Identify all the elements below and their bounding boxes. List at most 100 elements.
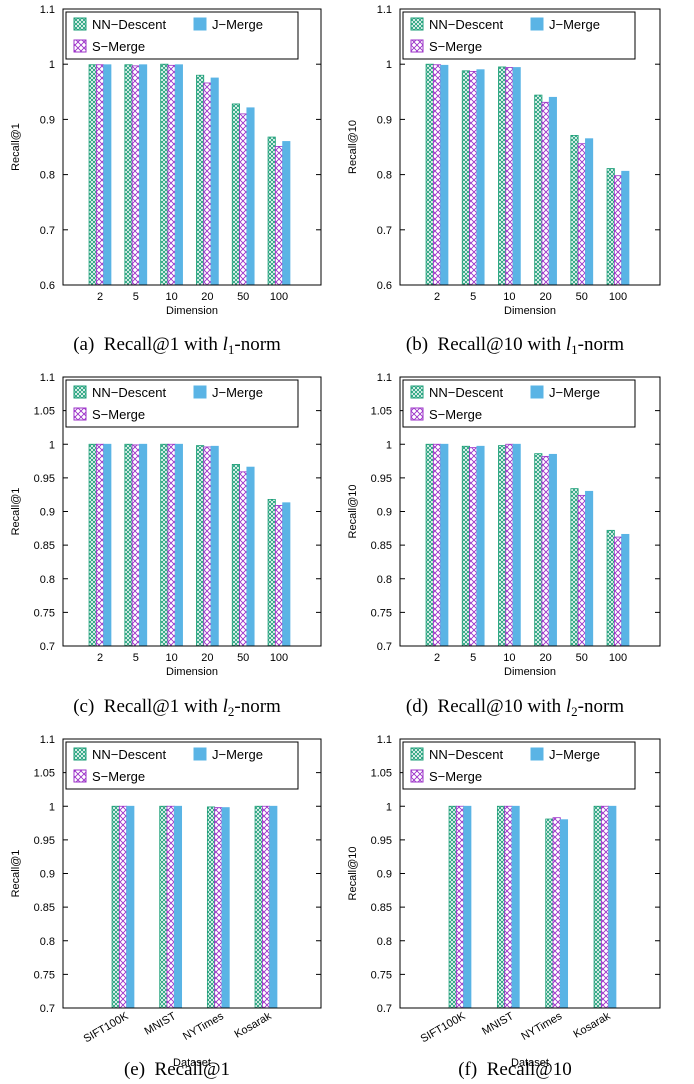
caption: (c) Recall@1 with l2-norm xyxy=(73,696,281,719)
legend-label-j: J−Merge xyxy=(549,385,600,400)
caption-sub: 1 xyxy=(571,342,578,357)
legend-label-j: J−Merge xyxy=(212,385,263,400)
bars-group xyxy=(425,443,630,647)
bar-j-2 xyxy=(103,64,112,286)
y-tick-label: 0.8 xyxy=(377,936,392,948)
bar-j-100 xyxy=(282,141,291,286)
y-tick-label: 0.7 xyxy=(377,1003,392,1015)
bar-j-20 xyxy=(548,453,557,647)
caption-tail: -norm xyxy=(578,696,625,717)
bar-nn-MNIST xyxy=(159,805,168,1009)
caption-label: (a) Recall@1 with xyxy=(73,334,222,355)
y-tick-label: 1.1 xyxy=(40,372,55,384)
bar-j-10 xyxy=(174,64,183,286)
bar-s-2 xyxy=(432,64,442,286)
x-tick-label: 20 xyxy=(539,291,551,303)
bar-s-100 xyxy=(274,146,284,286)
bar-s-5 xyxy=(131,65,140,286)
legend-label-s: S−Merge xyxy=(429,407,482,422)
legend-swatch-j xyxy=(193,17,207,31)
x-tick-label: 2 xyxy=(97,291,103,303)
x-tick-label: NYTimes xyxy=(181,1010,226,1043)
bar-s-100 xyxy=(613,536,623,647)
legend-label-s: S−Merge xyxy=(92,407,145,422)
legend-box xyxy=(65,11,299,60)
bars-group xyxy=(111,805,278,1009)
x-tick-label: SIFT100K xyxy=(419,1010,468,1045)
caption: (e) Recall@1 xyxy=(124,1059,230,1080)
legend-label-nn: NN−Descent xyxy=(429,385,503,400)
bar-nn-100 xyxy=(606,529,615,647)
bar-nn-10 xyxy=(498,66,507,286)
legend-swatch-s xyxy=(73,407,87,421)
y-tick-label: 0.6 xyxy=(377,280,392,292)
bar-s-10 xyxy=(505,443,514,647)
bar-j-5 xyxy=(139,443,148,647)
chart-panel-c: 2 5 10 20 50 100 0.7 0.75 0.8 0.85 0.9 0.95 1 1.05 1.1… xyxy=(10,372,322,719)
caption-tail: -norm xyxy=(578,334,625,355)
legend-label-j: J−Merge xyxy=(212,747,263,762)
x-tick-label: Kosarak xyxy=(572,1010,613,1041)
plot-frame xyxy=(399,8,661,286)
x-tick-label: 5 xyxy=(133,291,139,303)
legend-swatch-s xyxy=(73,769,87,783)
caption-var: l xyxy=(566,696,571,717)
bar-nn-50 xyxy=(231,103,240,286)
bar-j-20 xyxy=(210,445,219,647)
bar-j-SIFT100K xyxy=(463,805,472,1009)
x-tick-label: 10 xyxy=(503,652,515,664)
legend-box xyxy=(402,741,636,790)
y-tick-label: 1.1 xyxy=(377,4,392,16)
chart-panel-d: 2 5 10 20 50 100 0.7 0.75 0.8 0.85 0.9 0.95 1 1.05 1.1… xyxy=(347,372,661,719)
caption-label: (f) Recall@10 xyxy=(458,1059,572,1080)
x-tick-label: 2 xyxy=(434,652,440,664)
y-tick-label: 1 xyxy=(49,59,55,71)
bar-nn-20 xyxy=(196,445,205,647)
bar-s-5 xyxy=(469,70,478,286)
bar-j-50 xyxy=(585,138,594,286)
y-tick-label: 1 xyxy=(386,801,392,813)
legend: NN−Descent J−Merge S−Merge xyxy=(65,379,299,428)
y-tick-label: 1.05 xyxy=(371,768,392,780)
legend-swatch-nn xyxy=(410,747,424,761)
bar-nn-SIFT100K xyxy=(448,805,457,1009)
bar-j-10 xyxy=(512,67,521,286)
x-tick-label: 100 xyxy=(270,652,288,664)
y-axis-label: Recall@1 xyxy=(10,850,22,898)
x-tick-label: 10 xyxy=(503,291,515,303)
y-tick-label: 1.05 xyxy=(34,768,55,780)
bar-j-50 xyxy=(246,107,255,286)
bar-nn-20 xyxy=(534,453,543,647)
x-tick-label: 50 xyxy=(576,291,588,303)
bar-nn-20 xyxy=(534,94,543,286)
caption-sub: 2 xyxy=(228,704,235,719)
bar-nn-5 xyxy=(461,70,470,286)
x-axis-label: Dataset xyxy=(173,1057,211,1069)
legend-label-s: S−Merge xyxy=(92,769,145,784)
bar-j-5 xyxy=(476,69,485,286)
caption-label: (b) Recall@10 with xyxy=(406,334,566,355)
y-tick-label: 1.1 xyxy=(377,372,392,384)
legend-swatch-j xyxy=(193,385,207,399)
bars-group xyxy=(448,805,617,1009)
bar-j-10 xyxy=(174,443,183,647)
y-tick-label: 0.9 xyxy=(377,114,392,126)
caption: (a) Recall@1 with l1-norm xyxy=(73,334,281,357)
x-tick-label: 20 xyxy=(201,652,213,664)
y-tick-label: 0.75 xyxy=(371,969,392,981)
legend-label-j: J−Merge xyxy=(549,747,600,762)
x-tick-label: Kosarak xyxy=(233,1010,274,1041)
y-tick-label: 0.85 xyxy=(371,902,392,914)
legend-label-s: S−Merge xyxy=(429,769,482,784)
y-tick-label: 0.95 xyxy=(371,835,392,847)
x-tick-label: 100 xyxy=(609,291,627,303)
y-tick-label: 1 xyxy=(49,801,55,813)
bar-s-MNIST xyxy=(504,805,513,1009)
x-tick-label: 5 xyxy=(470,652,476,664)
x-tick-label: MNIST xyxy=(143,1010,179,1038)
bar-j-10 xyxy=(512,443,521,647)
x-tick-label: 50 xyxy=(576,652,588,664)
legend: NN−Descent J−Merge S−Merge xyxy=(65,11,299,60)
y-tick-label: 0.85 xyxy=(371,540,392,552)
bar-nn-NYTimes xyxy=(545,818,554,1009)
